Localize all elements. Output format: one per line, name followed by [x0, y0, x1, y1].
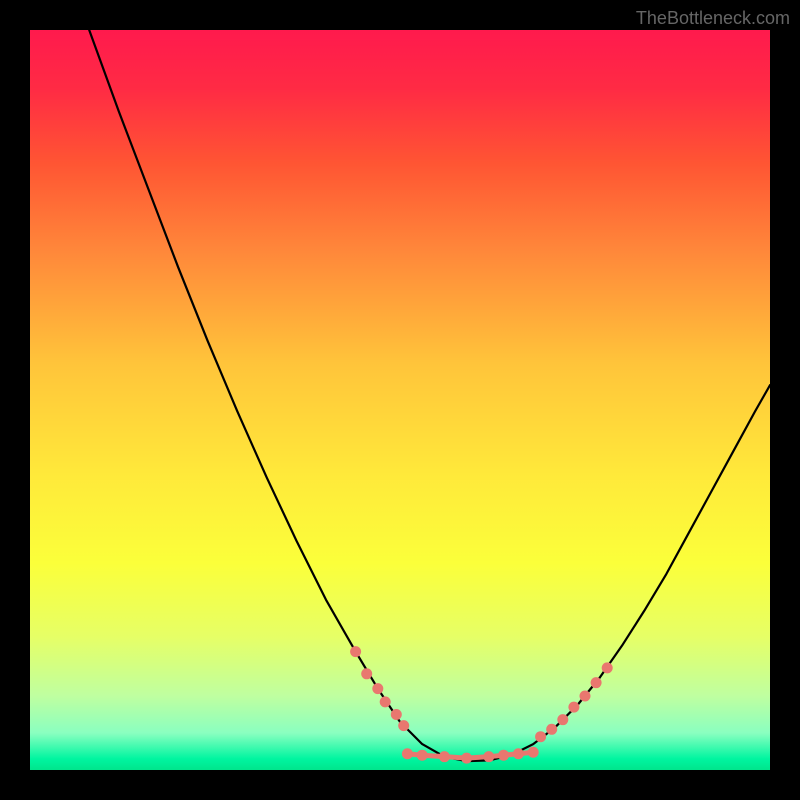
chart-plot-area: [30, 30, 770, 770]
chart-svg: [30, 30, 770, 770]
watermark-text: TheBottleneck.com: [636, 8, 790, 29]
